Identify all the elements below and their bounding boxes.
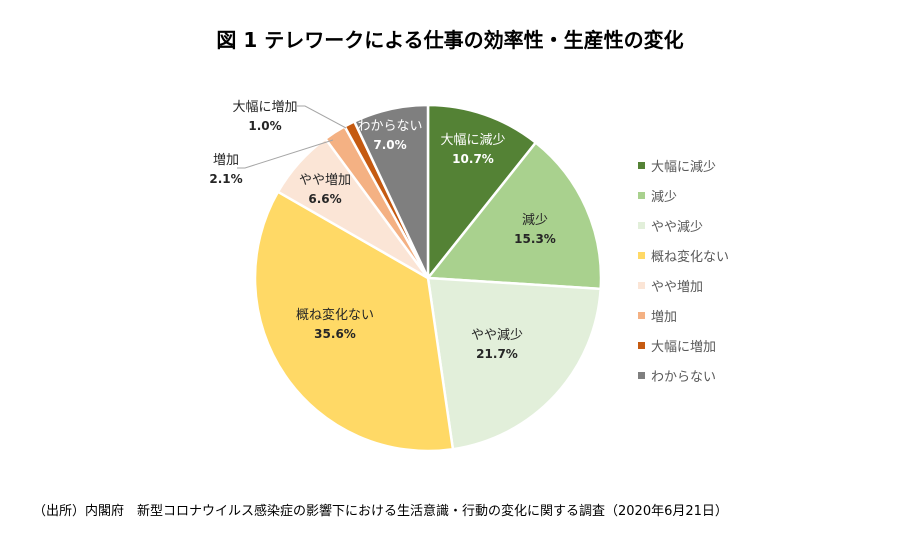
pie-slice-4: [253, 190, 455, 453]
legend-swatch: [638, 371, 645, 379]
data-label-value: 10.7%: [452, 152, 494, 166]
data-label: 概ね変化ない 35.6%: [296, 306, 374, 344]
legend-label: 増加: [651, 309, 678, 325]
legend-label: やや減少: [651, 219, 704, 235]
legend-label: 大幅に減少: [651, 159, 717, 175]
legend-label: わからない: [651, 369, 717, 385]
pie-slice-3: [426, 276, 602, 451]
pie-slice-2: [425, 140, 603, 291]
legend-item: 減少: [638, 180, 729, 210]
data-label: 大幅に増加 1.0%: [232, 98, 297, 136]
pie-slice-8: [352, 103, 430, 279]
legend-swatch: [638, 161, 645, 169]
legend-item: 概ね変化ない: [638, 240, 729, 270]
data-label-category: 増加: [212, 153, 239, 168]
data-label-value: 6.6%: [308, 192, 342, 206]
data-label-category: 概ね変化ない: [295, 308, 375, 323]
data-label-category: やや減少: [470, 328, 524, 343]
legend-swatch: [638, 281, 645, 289]
data-label-category: 大幅に減少: [440, 133, 506, 148]
pie-slice-1: [426, 103, 538, 282]
data-label-value: 15.3%: [514, 232, 556, 246]
data-label-value: 2.1%: [209, 172, 243, 186]
legend-label: やや増加: [651, 279, 704, 295]
data-label: やや増加 6.6%: [299, 171, 351, 209]
data-label: 減少 15.3%: [514, 211, 556, 249]
legend: 大幅に減少減少やや減少概ね変化ない やや増加増加大幅に増加わからない: [638, 150, 729, 390]
legend-item: やや減少: [638, 210, 729, 240]
legend-item: わからない: [638, 360, 729, 390]
legend-label: 大幅に増加: [651, 339, 717, 355]
data-label-value: 35.6%: [314, 327, 356, 341]
legend-item: 大幅に増加: [638, 330, 729, 360]
data-label-category: やや増加: [298, 173, 352, 188]
data-label: わからない 7.0%: [357, 117, 422, 155]
chart-title: 図 1 テレワークによる仕事の効率性・生産性の変化: [216, 28, 684, 52]
data-label-value: 7.0%: [373, 138, 407, 152]
legend-label: 概ね変化ない: [651, 249, 730, 265]
data-label: やや減少 21.7%: [471, 326, 523, 364]
leader-line: [237, 139, 334, 169]
data-label: 増加 2.1%: [209, 151, 242, 189]
data-label-value: 1.0%: [248, 119, 282, 133]
legend-swatch: [638, 221, 645, 229]
source-note: （出所）内閣府 新型コロナウイルス感染症の影響下における生活意識・行動の変化に関…: [33, 504, 728, 519]
legend-item: 大幅に減少: [638, 150, 729, 180]
legend-swatch: [638, 311, 645, 319]
legend-item: 増加: [638, 300, 729, 330]
legend-swatch: [638, 191, 645, 199]
legend-label: 減少: [651, 189, 678, 205]
legend-swatch: [638, 251, 645, 259]
leader-line: [297, 105, 347, 129]
data-label-category: 減少: [521, 213, 549, 228]
data-label-category: わからない: [357, 119, 423, 134]
legend-item: やや増加: [638, 270, 729, 300]
legend-swatch: [638, 341, 645, 349]
data-label-value: 21.7%: [476, 347, 518, 361]
data-label: 大幅に減少 10.7%: [440, 131, 505, 169]
data-label-category: 大幅に増加: [232, 100, 298, 115]
